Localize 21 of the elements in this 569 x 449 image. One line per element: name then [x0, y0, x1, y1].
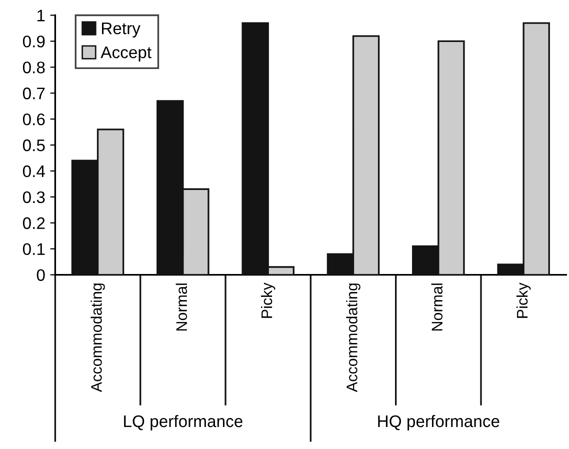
x-tick-label: Accommodating — [346, 284, 360, 392]
y-tick-label: 1 — [37, 10, 45, 22]
y-tick-label: 0.2 — [22, 217, 45, 230]
y-tick-label: 0.5 — [22, 139, 45, 152]
x-tick-label: Picky — [260, 282, 276, 318]
y-tick-label: 0.8 — [22, 62, 45, 74]
legend-label: Accept — [100, 46, 152, 62]
y-tick-label: 0.4 — [22, 165, 45, 178]
y-tick-label: 0.1 — [22, 243, 45, 256]
x-tick-label: Picky — [516, 282, 531, 318]
y-tick-label: 0 — [36, 269, 45, 281]
y-tick-label: 0.3 — [22, 191, 45, 204]
y-tick-label: 0.6 — [22, 113, 45, 126]
x-tick-label: Accommodating — [90, 284, 105, 392]
text: LQ performance — [124, 414, 242, 430]
y-tick-label: 0.7 — [22, 88, 45, 100]
y-tick-label: 0.9 — [22, 36, 45, 48]
text: HQ performance — [378, 414, 500, 430]
x-tick-label: Normal — [431, 284, 443, 331]
x-tick-label: Normal — [176, 284, 188, 331]
legend-label: Retry — [102, 22, 140, 38]
